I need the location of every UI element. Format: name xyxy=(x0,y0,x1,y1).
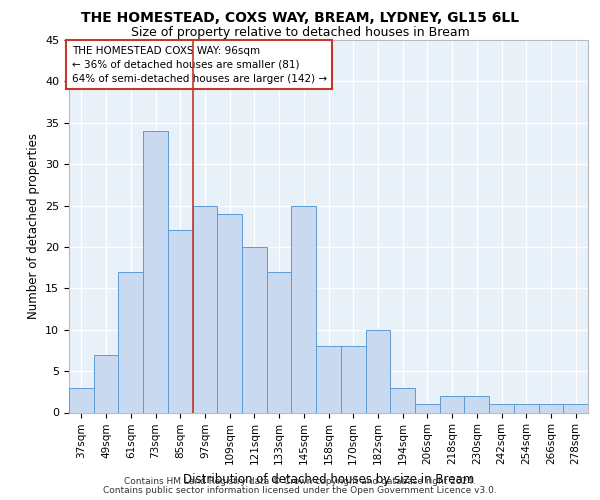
Bar xyxy=(267,272,292,412)
Bar xyxy=(514,404,539,412)
Text: THE HOMESTEAD, COXS WAY, BREAM, LYDNEY, GL15 6LL: THE HOMESTEAD, COXS WAY, BREAM, LYDNEY, … xyxy=(81,11,519,25)
Bar xyxy=(440,396,464,412)
X-axis label: Distribution of detached houses by size in Bream: Distribution of detached houses by size … xyxy=(183,472,474,486)
Bar xyxy=(94,354,118,412)
Bar xyxy=(69,388,94,412)
Bar xyxy=(292,206,316,412)
Text: Size of property relative to detached houses in Bream: Size of property relative to detached ho… xyxy=(131,26,469,39)
Bar xyxy=(118,272,143,412)
Bar xyxy=(539,404,563,412)
Bar xyxy=(390,388,415,412)
Text: THE HOMESTEAD COXS WAY: 96sqm
← 36% of detached houses are smaller (81)
64% of s: THE HOMESTEAD COXS WAY: 96sqm ← 36% of d… xyxy=(71,46,327,84)
Y-axis label: Number of detached properties: Number of detached properties xyxy=(26,133,40,320)
Bar xyxy=(168,230,193,412)
Bar xyxy=(217,214,242,412)
Bar xyxy=(415,404,440,412)
Bar xyxy=(489,404,514,412)
Bar xyxy=(563,404,588,412)
Bar xyxy=(242,247,267,412)
Text: Contains HM Land Registry data © Crown copyright and database right 2024.: Contains HM Land Registry data © Crown c… xyxy=(124,477,476,486)
Bar xyxy=(341,346,365,412)
Bar xyxy=(143,131,168,412)
Bar xyxy=(316,346,341,412)
Bar xyxy=(365,330,390,412)
Bar xyxy=(464,396,489,412)
Bar xyxy=(193,206,217,412)
Text: Contains public sector information licensed under the Open Government Licence v3: Contains public sector information licen… xyxy=(103,486,497,495)
